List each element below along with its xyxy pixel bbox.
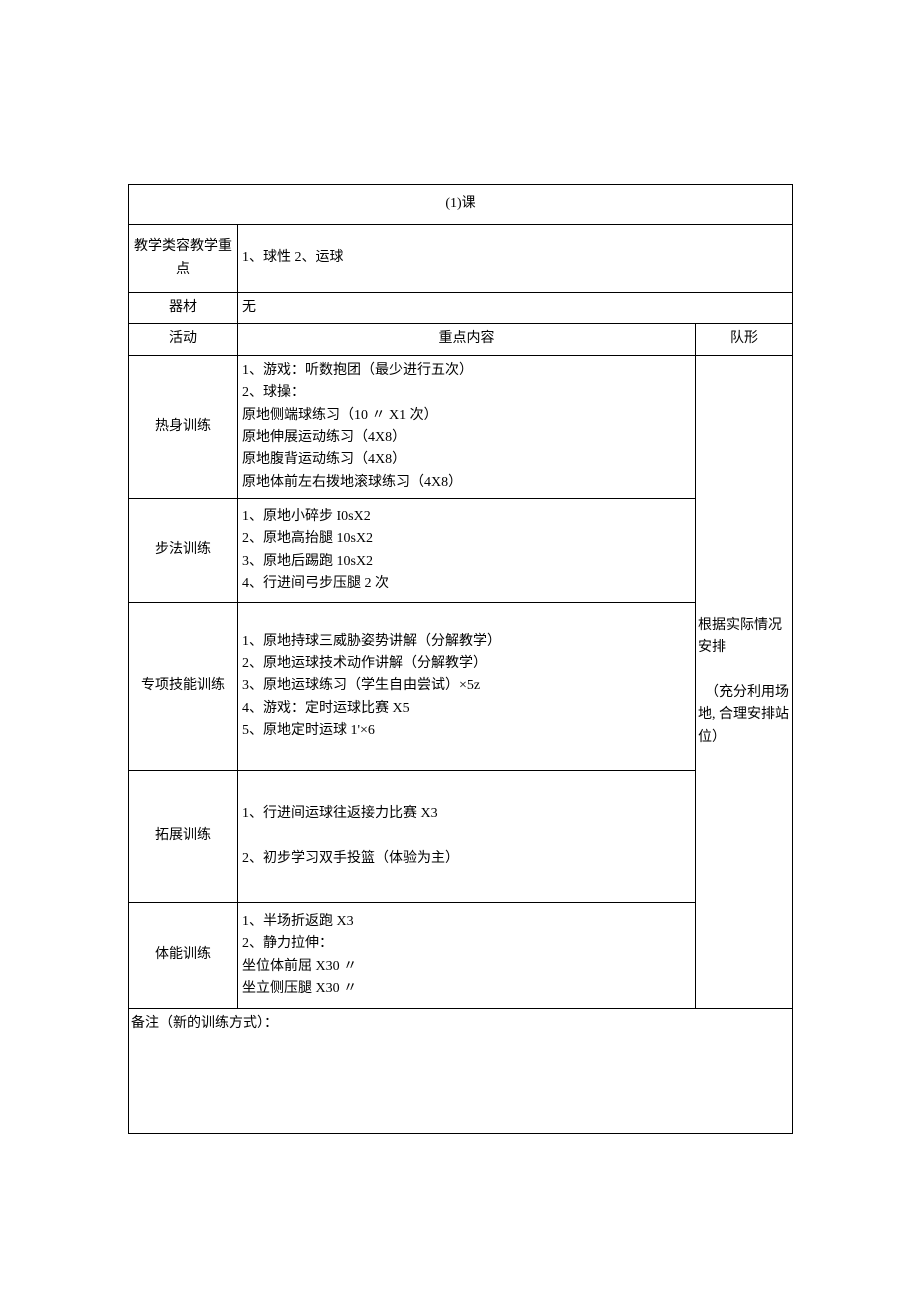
remarks-row: 备注（新的训练方式）： — [129, 1009, 793, 1134]
extend-content: 1、行进间运球往返接力比赛 X3 2、初步学习双手投篮（体验为主） — [238, 771, 696, 903]
fitness-activity: 体能训练 — [129, 903, 238, 1009]
remarks-label: 备注（新的训练方式）： — [129, 1009, 793, 1134]
teaching-content: 1、球性 2、运球 — [238, 225, 793, 293]
formation-cell: 根据实际情况安排 （充分利用场地, 合理安排站位） — [696, 355, 793, 1008]
warmup-content: 1、游戏：听数抱团（最少进行五次）2、球操：原地侧端球练习（10 〃 X1 次）… — [238, 355, 696, 498]
title-row: (1)课 — [129, 185, 793, 225]
footwork-row: 步法训练 1、原地小碎步 I0sX22、原地高抬腿 10sX23、原地后踢跑 1… — [129, 499, 793, 603]
header-formation: 队形 — [696, 324, 793, 355]
skill-row: 专项技能训练 1、原地持球三威胁姿势讲解（分解教学）2、原地运球技术动作讲解（分… — [129, 603, 793, 771]
warmup-row: 热身训练 1、游戏：听数抱团（最少进行五次）2、球操：原地侧端球练习（10 〃 … — [129, 355, 793, 498]
header-activity: 活动 — [129, 324, 238, 355]
skill-activity: 专项技能训练 — [129, 603, 238, 771]
extend-activity: 拓展训练 — [129, 771, 238, 903]
header-row: 活动 重点内容 队形 — [129, 324, 793, 355]
equipment-label: 器材 — [129, 293, 238, 324]
skill-content: 1、原地持球三威胁姿势讲解（分解教学）2、原地运球技术动作讲解（分解教学）3、原… — [238, 603, 696, 771]
lesson-title: (1)课 — [129, 185, 793, 225]
header-content: 重点内容 — [238, 324, 696, 355]
fitness-content: 1、半场折返跑 X32、静力拉伸：坐位体前屈 X30 〃坐立侧压腿 X30 〃 — [238, 903, 696, 1009]
footwork-activity: 步法训练 — [129, 499, 238, 603]
warmup-activity: 热身训练 — [129, 355, 238, 498]
equipment-row: 器材 无 — [129, 293, 793, 324]
footwork-content: 1、原地小碎步 I0sX22、原地高抬腿 10sX23、原地后踢跑 10sX24… — [238, 499, 696, 603]
lesson-plan-table: (1)课 教学类容教学重点 1、球性 2、运球 器材 无 活动 重点内容 队形 … — [128, 184, 793, 1134]
extend-row: 拓展训练 1、行进间运球往返接力比赛 X3 2、初步学习双手投篮（体验为主） — [129, 771, 793, 903]
fitness-row: 体能训练 1、半场折返跑 X32、静力拉伸：坐位体前屈 X30 〃坐立侧压腿 X… — [129, 903, 793, 1009]
equipment-value: 无 — [238, 293, 793, 324]
teaching-row: 教学类容教学重点 1、球性 2、运球 — [129, 225, 793, 293]
teaching-label: 教学类容教学重点 — [129, 225, 238, 293]
